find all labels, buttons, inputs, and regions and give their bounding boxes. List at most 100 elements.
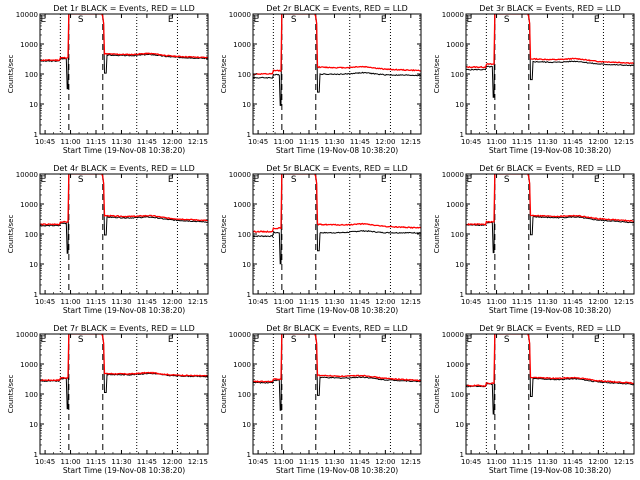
- x-tick-label: 11:30: [537, 458, 557, 466]
- x-tick-label: 11:00: [273, 298, 293, 306]
- x-axis-label: Start Time (19-Nov-08 10:38:20): [276, 466, 398, 475]
- y-tick-label: 100: [451, 231, 464, 239]
- y-tick-label: 1: [460, 291, 464, 299]
- y-tick-label: 1: [460, 131, 464, 139]
- x-tick-label: 11:30: [537, 138, 557, 146]
- y-axis-label: Counts/sec: [433, 55, 441, 94]
- y-tick-label: 10000: [16, 11, 38, 19]
- x-tick-label: 12:00: [375, 298, 395, 306]
- detector-panel-2: Det 2r BLACK = Events, RED = LLD E S E 1 10 10…: [220, 4, 422, 155]
- panel-title: Det 8r BLACK = Events, RED = LLD: [266, 324, 408, 333]
- x-tick-label: 11:00: [60, 138, 80, 146]
- x-axis-label: Start Time (19-Nov-08 10:38:20): [489, 146, 611, 155]
- y-tick-label: 10: [455, 101, 464, 109]
- x-tick-label: 12:15: [188, 298, 208, 306]
- x-tick-label: 11:30: [111, 298, 131, 306]
- marker-label: E: [594, 175, 600, 185]
- y-tick-label: 1000: [233, 41, 251, 49]
- lld-series-line: [466, 174, 634, 226]
- detector-panel-1: Det 1r BLACK = Events, RED = LLD E S E 1 10 10…: [7, 4, 209, 155]
- x-tick-label: 10:45: [35, 298, 55, 306]
- x-axis-label: Start Time (19-Nov-08 10:38:20): [276, 146, 398, 155]
- detector-panel-7: Det 7r BLACK = Events, RED = LLD E S E 1 10 10…: [7, 324, 209, 475]
- panel-title: Det 7r BLACK = Events, RED = LLD: [53, 324, 195, 333]
- x-tick-label: 11:30: [324, 458, 344, 466]
- y-tick-label: 100: [451, 391, 464, 399]
- x-tick-label: 11:45: [137, 298, 157, 306]
- x-tick-label: 12:15: [614, 298, 634, 306]
- x-tick-label: 12:00: [375, 138, 395, 146]
- y-tick-label: 1000: [233, 361, 251, 369]
- y-tick-label: 1: [247, 131, 251, 139]
- marker-label: E: [381, 175, 387, 185]
- marker-label: E: [168, 15, 174, 25]
- lld-series-line: [253, 174, 421, 233]
- x-tick-label: 10:45: [248, 298, 268, 306]
- detector-panel-3: Det 3r BLACK = Events, RED = LLD E S E 1 10 10…: [433, 4, 635, 155]
- x-tick-label: 12:15: [188, 138, 208, 146]
- y-tick-label: 10000: [16, 331, 38, 339]
- x-tick-label: 12:15: [401, 458, 421, 466]
- events-series-line: [466, 174, 634, 254]
- y-tick-label: 100: [238, 71, 251, 79]
- marker-label: S: [78, 335, 84, 345]
- y-tick-label: 1: [247, 451, 251, 459]
- panel-title: Det 2r BLACK = Events, RED = LLD: [266, 4, 408, 13]
- x-axis-label: Start Time (19-Nov-08 10:38:20): [63, 146, 185, 155]
- y-tick-label: 1: [34, 131, 38, 139]
- x-axis-label: Start Time (19-Nov-08 10:38:20): [63, 466, 185, 475]
- y-tick-label: 1000: [446, 201, 464, 209]
- x-tick-label: 11:45: [137, 138, 157, 146]
- marker-label: E: [381, 15, 387, 25]
- y-tick-label: 10: [242, 421, 251, 429]
- events-series-line: [253, 174, 421, 265]
- lld-series-line: [40, 174, 208, 226]
- y-axis-label: Counts/sec: [7, 55, 15, 94]
- marker-label: S: [78, 15, 84, 25]
- x-tick-label: 12:00: [588, 138, 608, 146]
- x-tick-label: 11:00: [486, 138, 506, 146]
- y-tick-label: 1000: [233, 201, 251, 209]
- x-tick-label: 12:00: [588, 458, 608, 466]
- y-tick-label: 10000: [442, 331, 464, 339]
- events-series-line: [466, 14, 634, 98]
- x-tick-label: 11:00: [486, 458, 506, 466]
- x-tick-label: 11:15: [86, 298, 106, 306]
- events-series-line: [253, 14, 421, 106]
- x-tick-label: 12:15: [188, 458, 208, 466]
- marker-label: S: [504, 15, 510, 25]
- x-tick-label: 12:15: [401, 138, 421, 146]
- detector-panel-6: Det 6r BLACK = Events, RED = LLD E S E 1 10 10…: [433, 164, 635, 315]
- marker-label: E: [254, 335, 260, 345]
- x-tick-label: 11:15: [86, 138, 106, 146]
- marker-label: E: [381, 335, 387, 345]
- marker-label: E: [467, 175, 473, 185]
- y-tick-label: 100: [25, 231, 38, 239]
- x-tick-label: 12:00: [375, 458, 395, 466]
- x-tick-label: 11:45: [563, 298, 583, 306]
- x-tick-label: 11:15: [299, 138, 319, 146]
- marker-label: S: [291, 335, 297, 345]
- y-tick-label: 10000: [229, 11, 251, 19]
- x-tick-label: 11:15: [512, 138, 532, 146]
- x-tick-label: 11:00: [273, 138, 293, 146]
- detector-panel-5: Det 5r BLACK = Events, RED = LLD E S E 1 10 10…: [220, 164, 422, 315]
- y-tick-label: 10: [29, 101, 38, 109]
- lld-series-line: [466, 14, 634, 69]
- x-tick-label: 11:30: [111, 138, 131, 146]
- x-tick-label: 10:45: [461, 458, 481, 466]
- y-tick-label: 1: [247, 291, 251, 299]
- panel-title: Det 6r BLACK = Events, RED = LLD: [479, 164, 621, 173]
- x-tick-label: 11:45: [350, 458, 370, 466]
- y-tick-label: 1000: [20, 201, 38, 209]
- x-tick-label: 11:00: [486, 298, 506, 306]
- x-tick-label: 11:00: [60, 298, 80, 306]
- panel-title: Det 1r BLACK = Events, RED = LLD: [53, 4, 195, 13]
- marker-label: S: [504, 335, 510, 345]
- x-tick-label: 11:45: [350, 138, 370, 146]
- marker-label: S: [78, 175, 84, 185]
- y-axis-label: Counts/sec: [7, 375, 15, 414]
- y-axis-label: Counts/sec: [220, 215, 228, 254]
- y-tick-label: 10000: [16, 171, 38, 179]
